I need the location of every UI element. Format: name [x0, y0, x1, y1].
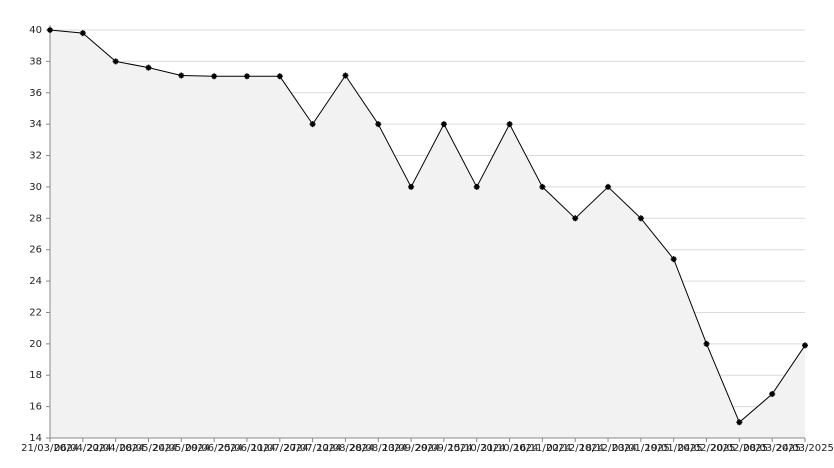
marker — [47, 27, 53, 33]
marker — [408, 183, 415, 190]
marker — [670, 256, 677, 263]
x-tick-label: 19/01/2025 — [645, 443, 703, 454]
x-tick-label: 18/12/2024 — [579, 443, 637, 454]
y-tick-label: 22 — [29, 307, 42, 318]
x-tick-label: 29/09/2024 — [415, 443, 473, 454]
y-tick-label: 24 — [29, 276, 42, 287]
y-tick-label: 18 — [29, 370, 42, 381]
y-tick-label: 36 — [29, 88, 42, 99]
marker — [375, 121, 382, 128]
marker — [637, 215, 644, 222]
y-tick-label: 28 — [29, 213, 42, 224]
marker — [276, 73, 283, 80]
x-tick-label: 28/08/2024 — [349, 443, 407, 454]
marker — [703, 340, 710, 347]
marker — [572, 215, 579, 222]
marker — [473, 183, 480, 190]
x-tick-label: 16/11/2024 — [514, 443, 572, 454]
marker — [145, 64, 152, 71]
line — [49, 29, 806, 424]
x-tick-label: 03/01/2025 — [612, 443, 670, 454]
x-tick-label: 08/03/2025 — [743, 443, 801, 454]
y-tick-label: 34 — [29, 119, 42, 130]
y-tick-label: 38 — [29, 56, 42, 67]
marker — [342, 72, 349, 79]
x-tick-label: 06/04/2024 — [54, 443, 112, 454]
marker — [736, 419, 743, 426]
marker — [440, 121, 447, 128]
x-tick-label: 02/12/2024 — [546, 443, 604, 454]
marker — [769, 391, 776, 398]
x-tick-label: 20/02/2025 — [711, 443, 769, 454]
marker — [539, 183, 546, 190]
marker — [506, 121, 513, 128]
y-tick-label: 40 — [29, 25, 42, 36]
marker — [243, 73, 250, 80]
x-tick-label: 09/06/2024 — [185, 443, 243, 454]
x-tick-label: 24/03/2025 — [776, 443, 834, 454]
x-tick-label: 08/05/2024 — [120, 443, 178, 454]
x-tick-label: 13/09/2024 — [382, 443, 440, 454]
y-tick-label: 14 — [29, 433, 42, 444]
x-tick-label: 11/07/2024 — [251, 443, 309, 454]
y-tick-label: 16 — [29, 402, 42, 413]
x-tick-label: 25/06/2024 — [218, 443, 276, 454]
x-tick-label: 31/10/2024 — [481, 443, 539, 454]
x-tick-label: 27/07/2024 — [284, 443, 342, 454]
marker — [112, 58, 119, 65]
marker — [178, 72, 185, 79]
x-tick-label: 22/04/2024 — [87, 443, 145, 454]
y-tick-label: 20 — [29, 339, 42, 350]
area-fill — [50, 30, 805, 438]
y-tick-label: 30 — [29, 182, 42, 193]
marker — [309, 121, 316, 128]
x-tick-label: 12/08/2024 — [317, 443, 375, 454]
marker — [211, 73, 218, 80]
marker — [605, 183, 612, 190]
x-tick-label: 24/05/2024 — [152, 443, 210, 454]
x-tick-label: 04/02/2025 — [678, 443, 736, 454]
marker — [79, 30, 86, 37]
marker — [802, 342, 808, 349]
x-tick-label: 15/10/2024 — [448, 443, 506, 454]
y-tick-label: 26 — [29, 245, 42, 256]
y-tick-label: 32 — [29, 151, 42, 162]
x-tick-label: 21/03/2024 — [21, 443, 79, 454]
